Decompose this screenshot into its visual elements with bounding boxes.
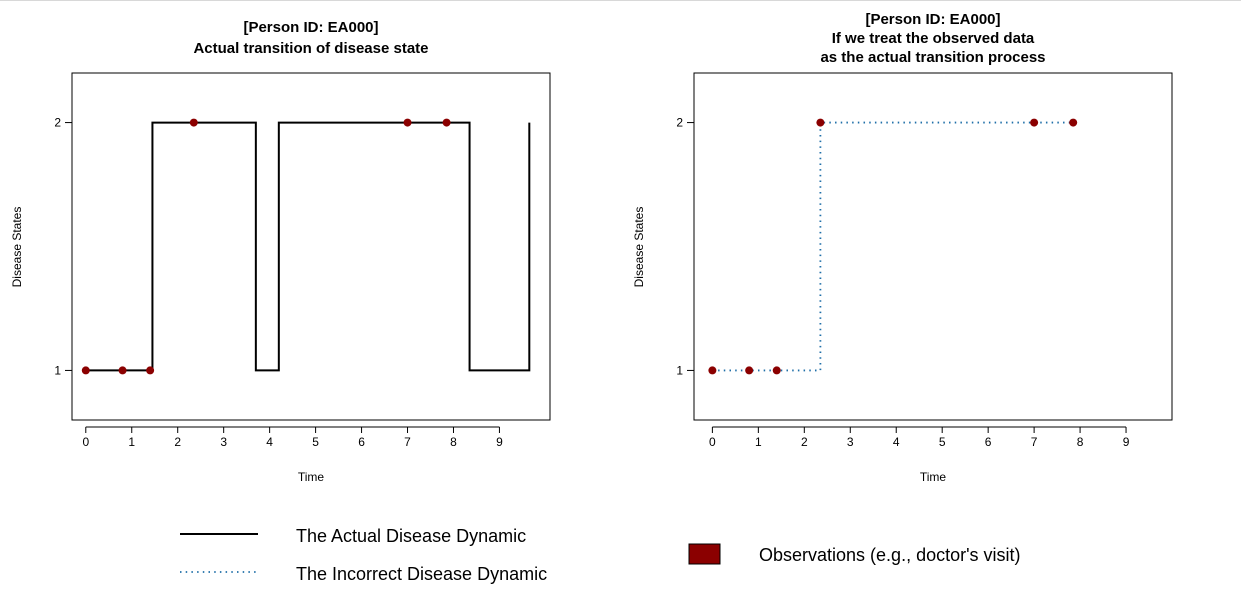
right-x-tick-label: 4 bbox=[893, 435, 900, 449]
right-observation-point bbox=[745, 366, 754, 375]
legend-actual-label: The Actual Disease Dynamic bbox=[296, 526, 526, 546]
right-observation-point bbox=[772, 366, 781, 375]
left-x-tick-label: 7 bbox=[404, 435, 411, 449]
right-y-axis-label: Disease States bbox=[632, 207, 646, 288]
right-chart-subtitle-line-1: If we treat the observed data bbox=[832, 30, 1035, 47]
left-observation-point bbox=[403, 118, 412, 127]
right-x-tick-label: 2 bbox=[801, 435, 808, 449]
left-y-tick-label: 1 bbox=[54, 363, 61, 377]
legend-observations-swatch bbox=[688, 543, 721, 565]
right-x-tick-label: 6 bbox=[985, 435, 992, 449]
right-plot-marks: 0 1 2 3 4 5 6 7 8 9 1 2 bbox=[676, 116, 1129, 449]
left-chart-title: [Person ID: EA000] bbox=[243, 19, 378, 36]
legend-observations-label: Observations (e.g., doctor's visit) bbox=[759, 545, 1021, 565]
left-x-tick-label: 4 bbox=[266, 435, 273, 449]
right-y-tick-label: 1 bbox=[676, 363, 683, 377]
left-x-axis-label: Time bbox=[298, 470, 325, 484]
left-x-tick-label: 8 bbox=[450, 435, 457, 449]
right-x-axis-label: Time bbox=[920, 470, 947, 484]
right-plot-frame bbox=[693, 72, 1173, 421]
left-observation-point bbox=[189, 118, 198, 127]
right-x-tick-label: 8 bbox=[1077, 435, 1084, 449]
left-x-tick-label: 6 bbox=[358, 435, 365, 449]
left-x-tick-label: 1 bbox=[128, 435, 135, 449]
left-plot-frame bbox=[71, 72, 551, 421]
left-x-tick-label: 2 bbox=[174, 435, 181, 449]
left-x-tick-label: 9 bbox=[496, 435, 503, 449]
left-x-tick-label: 3 bbox=[220, 435, 227, 449]
right-chart-subtitle-line-2: as the actual transition process bbox=[820, 49, 1045, 66]
right-x-tick-label: 5 bbox=[939, 435, 946, 449]
legend: The Actual Disease Dynamic The Incorrect… bbox=[180, 526, 1021, 584]
right-y-tick-label: 2 bbox=[676, 116, 683, 130]
right-observation-point bbox=[1069, 118, 1078, 127]
legend-incorrect-label: The Incorrect Disease Dynamic bbox=[296, 564, 547, 584]
left-chart: [Person ID: EA000] Actual transition of … bbox=[10, 19, 551, 484]
right-chart-title: [Person ID: EA000] bbox=[865, 11, 1000, 28]
left-observation-point bbox=[118, 366, 127, 375]
right-x-tick-label: 7 bbox=[1031, 435, 1038, 449]
right-observation-point bbox=[708, 366, 717, 375]
left-x-tick-label: 5 bbox=[312, 435, 319, 449]
top-border bbox=[0, 0, 1241, 1]
left-observation-point bbox=[146, 366, 155, 375]
left-plot-marks: 0 1 2 3 4 5 6 7 8 9 1 2 bbox=[54, 116, 531, 449]
left-y-axis-label: Disease States bbox=[10, 207, 24, 288]
right-x-tick-label: 0 bbox=[709, 435, 716, 449]
right-incorrect-dynamic-line bbox=[712, 121, 1074, 372]
left-chart-subtitle: Actual transition of disease state bbox=[193, 40, 428, 57]
right-chart: [Person ID: EA000] If we treat the obser… bbox=[632, 11, 1173, 484]
left-actual-dynamic-line bbox=[85, 121, 531, 372]
left-x-tick-label: 0 bbox=[82, 435, 89, 449]
right-observation-point bbox=[1030, 118, 1039, 127]
left-observation-point bbox=[442, 118, 451, 127]
right-x-tick-label: 9 bbox=[1123, 435, 1130, 449]
right-x-tick-label: 1 bbox=[755, 435, 762, 449]
right-x-tick-label: 3 bbox=[847, 435, 854, 449]
left-y-tick-label: 2 bbox=[54, 116, 61, 130]
left-observation-point bbox=[81, 366, 90, 375]
right-observation-point bbox=[816, 118, 825, 127]
